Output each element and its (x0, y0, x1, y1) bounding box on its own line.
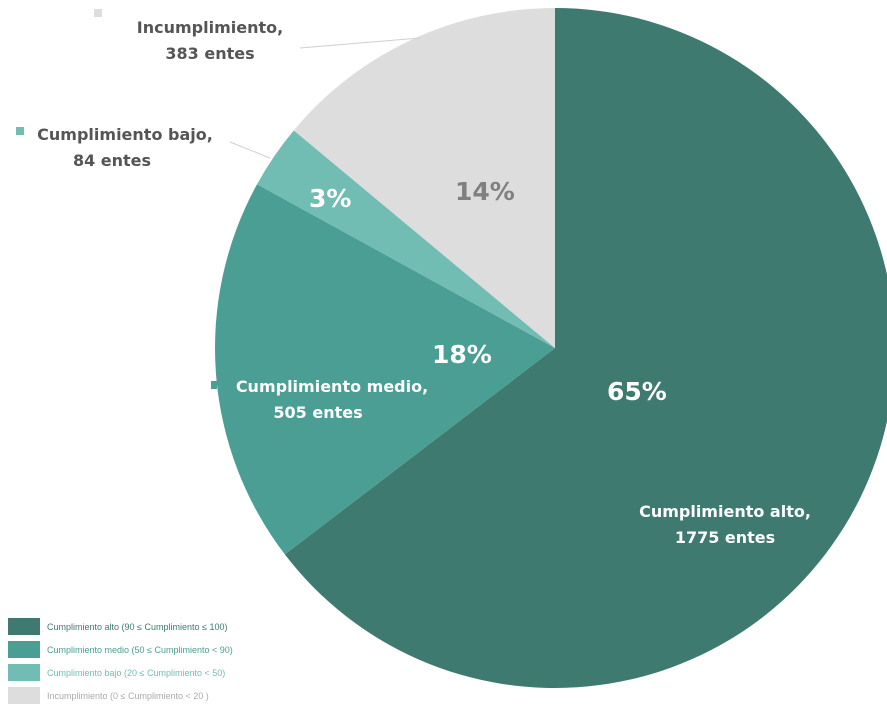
pie-slice-bajo (257, 130, 555, 348)
legend-item-incumplimiento: Incumplimiento (0 ≤ Cumplimiento < 20 ) (8, 687, 308, 704)
legend-swatch-medio (8, 641, 40, 658)
pie-slice-medio (214, 184, 555, 555)
legend-text-medio: Cumplimiento medio (50 ≤ Cumplimiento < … (47, 644, 233, 655)
label-bajo-line2: 84 entes (73, 151, 151, 170)
legend-text-bajo: Cumplimiento bajo (20 ≤ Cumplimiento < 5… (47, 667, 226, 678)
pct-label-medio: 18% (432, 340, 492, 369)
pie-slices (214, 8, 887, 688)
legend-text-incumplimiento: Incumplimiento (0 ≤ Cumplimiento < 20 ) (47, 690, 209, 701)
label-alto-line1: Cumplimiento alto, (639, 502, 811, 521)
pct-label-bajo: 3% (309, 184, 351, 213)
marker-medio (211, 381, 217, 389)
marker-bajo (16, 127, 24, 135)
pct-label-incumplimiento: 14% (455, 177, 515, 206)
pie-slice-alto (284, 8, 887, 688)
legend-swatch-incumplimiento (8, 687, 40, 704)
leader-line-bajo (229, 141, 271, 159)
label-incumplimiento-line2: 383 entes (165, 44, 254, 63)
marker-incumplimiento (94, 9, 102, 17)
legend: Cumplimiento alto (90 ≤ Cumplimiento ≤ 1… (8, 618, 308, 710)
label-bajo-line1: Cumplimiento bajo, (37, 125, 213, 144)
legend-item-medio: Cumplimiento medio (50 ≤ Cumplimiento < … (8, 641, 308, 658)
leader-line-incumplimiento (299, 37, 421, 49)
label-incumplimiento-line1: Incumplimiento, (137, 18, 283, 37)
label-alto-line2: 1775 entes (675, 528, 775, 547)
label-medio-line2: 505 entes (273, 403, 362, 422)
legend-text-alto: Cumplimiento alto (90 ≤ Cumplimiento ≤ 1… (47, 621, 228, 632)
pct-label-alto: 65% (607, 377, 667, 406)
legend-item-alto: Cumplimiento alto (90 ≤ Cumplimiento ≤ 1… (8, 618, 308, 635)
label-medio-line1: Cumplimiento medio, (236, 377, 428, 396)
legend-item-bajo: Cumplimiento bajo (20 ≤ Cumplimiento < 5… (8, 664, 308, 681)
pie-slice-incumplimiento (293, 8, 555, 348)
legend-swatch-alto (8, 618, 40, 635)
legend-swatch-bajo (8, 664, 40, 681)
